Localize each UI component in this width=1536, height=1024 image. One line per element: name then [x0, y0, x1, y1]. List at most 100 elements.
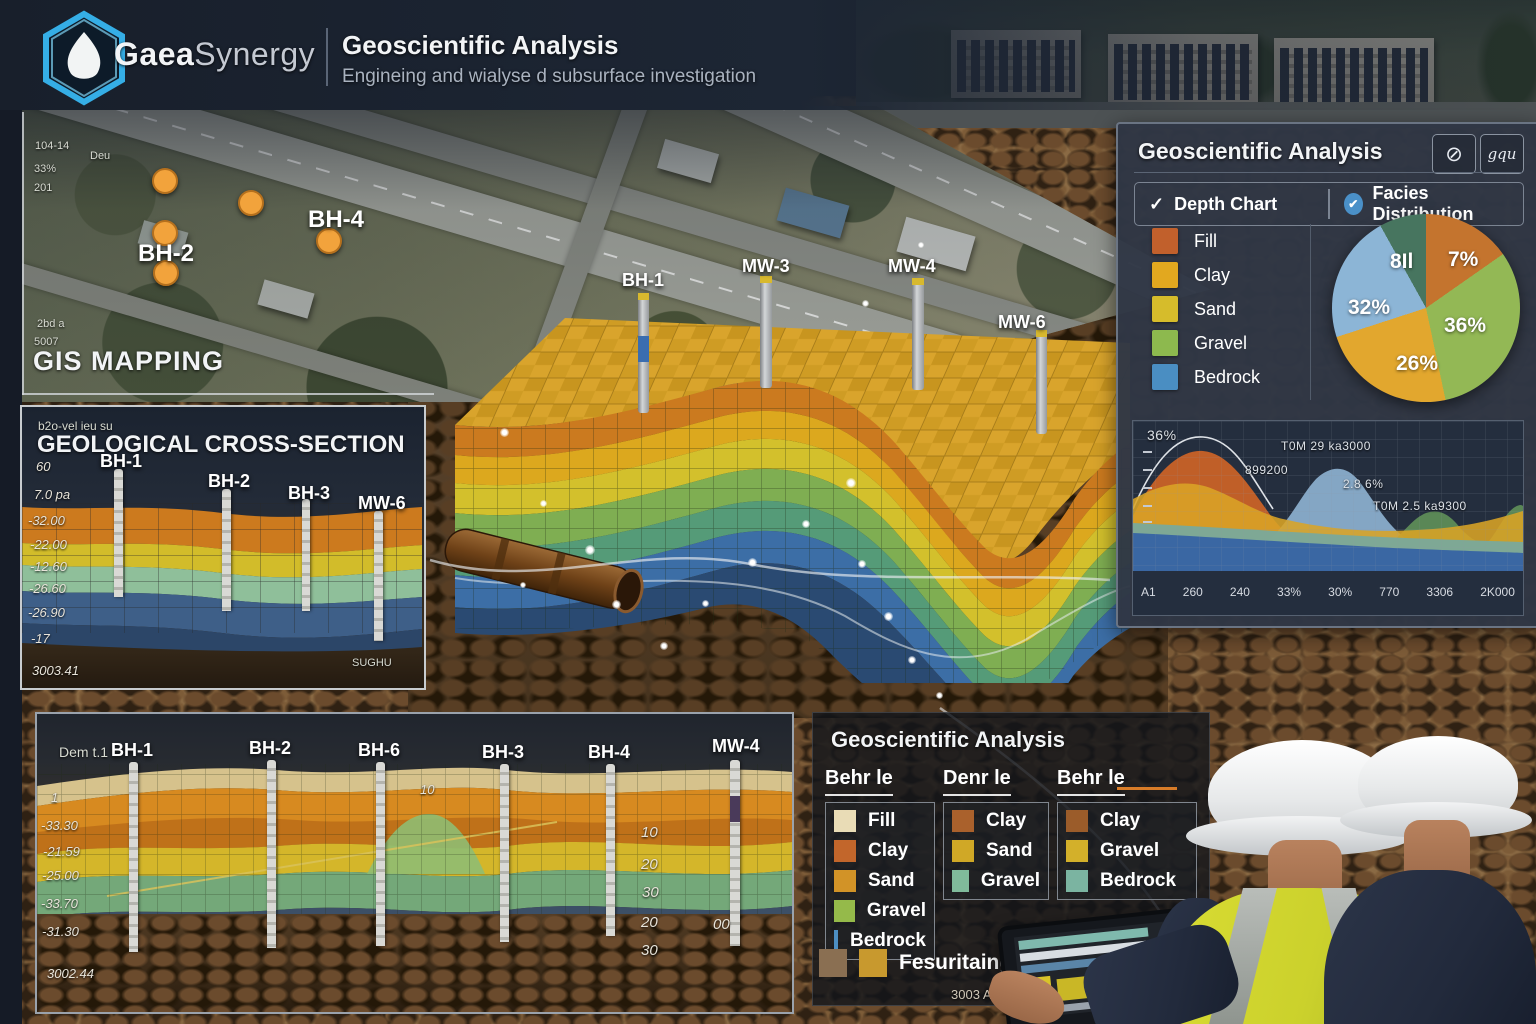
axis-label: -17 — [31, 631, 50, 646]
bottom-legend-panel: Geoscientific Analysis Behr le Fill Clay… — [812, 712, 1210, 1006]
axis-label: -26.90 — [28, 605, 65, 620]
x-tick: 3306 — [1426, 585, 1454, 599]
legend-label: Clay — [1194, 264, 1231, 285]
well-pillar — [606, 764, 615, 936]
legend-column-2: Denr le Clay Sand Gravel — [943, 767, 1049, 900]
map-frame-border — [22, 393, 434, 395]
legend-label: Sand — [986, 840, 1033, 861]
worker-right — [1324, 708, 1536, 1024]
legend-item-sand: Sand — [952, 840, 1040, 862]
gaeasynergy-logo-icon — [36, 10, 132, 106]
header-bar: GaeaSynergy Geoscientific Analysis Engin… — [0, 0, 1536, 110]
borehole-marker[interactable] — [152, 220, 178, 246]
divider — [1310, 224, 1311, 400]
column-header: Behr le — [1057, 767, 1125, 796]
well-label: BH-1 — [622, 270, 665, 290]
well-label: BH-4 — [588, 742, 631, 762]
signature-icon: gqu — [1487, 145, 1517, 163]
tab-label: Depth Chart — [1174, 193, 1278, 214]
well-pillar — [222, 489, 231, 611]
x-tick: A1 — [1141, 585, 1156, 599]
well-pillar-bh1 — [638, 293, 649, 413]
x-axis-labels: A1 260 240 33% 30% 770 3306 2K000 — [1141, 585, 1515, 599]
header-divider — [326, 28, 328, 86]
map-note: 201 — [34, 182, 53, 194]
chart-annotation: 899200 — [1245, 463, 1289, 477]
brand-primary: Gaea — [114, 36, 195, 72]
gravel-swatch — [834, 900, 855, 922]
borehole-marker[interactable] — [152, 168, 178, 194]
legend-item-fill: Fill — [834, 810, 926, 832]
buried-pipe — [444, 528, 644, 614]
sand-swatch — [1152, 296, 1178, 322]
clay-swatch — [834, 840, 856, 862]
borehole-marker[interactable] — [238, 190, 264, 216]
column-header: Denr le — [943, 767, 1011, 796]
bottom-cross-section-panel: Dem t.1 BH-1 BH-2 BH-6 BH-3 BH-4 MW-4 1 … — [35, 712, 794, 1014]
well-pillar — [114, 469, 123, 597]
depth-mark: 10 — [641, 824, 658, 841]
well-pillar-mw6 — [1036, 330, 1047, 434]
tab-divider — [1328, 189, 1330, 219]
brand-name: GaeaSynergy — [114, 36, 315, 73]
depth-area-chart: 36% T0M 29 ka3000 899200 2.8 6% T0M 2.5 … — [1132, 420, 1524, 616]
area-chart-canvas — [1132, 421, 1523, 581]
depth-mark: 00 — [713, 916, 730, 933]
brand-secondary: Synergy — [194, 36, 316, 72]
clay-swatch — [952, 810, 974, 832]
well-label: BH-1 — [100, 451, 143, 471]
legend-label: Fesuritaing — [899, 951, 1013, 974]
well-label: BH-6 — [358, 740, 401, 760]
panel-toolbar: ⊘ gqu — [1432, 134, 1524, 174]
axis-label: -33.70 — [41, 896, 78, 911]
page-subtitle: Engineing and wialyse d subsurface inves… — [342, 66, 757, 87]
geological-cross-section-panel: b2o-vel ieu su GEOLOGICAL CROSS-SECTION … — [20, 405, 426, 690]
legend-item-clay: Clay — [834, 840, 926, 862]
gravel-swatch — [952, 870, 969, 892]
legend-label: Fill — [868, 810, 896, 831]
well-label: MW-6 — [358, 493, 406, 513]
x-tick: 33% — [1277, 585, 1302, 599]
well-pillar — [129, 762, 138, 952]
map-note: 5007 — [34, 336, 59, 348]
pie-slice-label: 7% — [1448, 248, 1479, 271]
borehole-marker[interactable] — [153, 260, 179, 286]
well-label: BH-2 — [208, 471, 251, 491]
y-axis-ticks — [1143, 451, 1152, 523]
depth-mark: 10 — [420, 782, 435, 797]
panel-small-header: b2o-vel ieu su — [38, 419, 113, 433]
depth-mark: 20 — [641, 914, 658, 931]
signature-icon-button[interactable]: gqu — [1480, 134, 1524, 174]
legend-label: Bedrock — [1194, 366, 1261, 387]
compass-icon-button[interactable]: ⊘ — [1432, 134, 1476, 174]
borehole-marker[interactable] — [316, 228, 342, 254]
legend-label: Clay — [986, 810, 1027, 831]
bedrock-swatch — [1152, 364, 1178, 390]
panel-title: Geoscientific Analysis — [831, 727, 1065, 752]
well-label: BH-1 — [111, 740, 154, 760]
legend-label: Gravel — [1100, 840, 1160, 861]
tab-depth-chart[interactable]: ✓ Depth Chart — [1135, 183, 1328, 225]
well-label: MW-6 — [998, 312, 1046, 332]
map-note: 2bd a — [37, 318, 65, 330]
geoscientific-analysis-panel: Geoscientific Analysis ⊘ gqu ✓ Depth Cha… — [1116, 122, 1536, 628]
pie-slice-label: 8Il — [1390, 250, 1414, 273]
fill-swatch — [1152, 228, 1178, 254]
cross-section-title: GEOLOGICAL CROSS-SECTION — [37, 431, 405, 458]
legend-label: Sand — [868, 870, 915, 891]
frame-edge — [0, 96, 22, 1024]
legend-label: Gravel — [980, 870, 1040, 891]
pie-slice-label: 26% — [1396, 352, 1439, 375]
depth-mark: 30 — [642, 884, 659, 901]
facies-pie-chart: 8Il 7% 32% 36% 26% — [1332, 214, 1520, 402]
soil-swatch — [819, 949, 847, 977]
check-circle-icon: ✔ — [1344, 193, 1363, 215]
well-pillar-mw4 — [912, 278, 924, 390]
legend-item-clay: Clay — [952, 810, 1040, 832]
well-label: BH-3 — [482, 742, 525, 762]
legend-item-bedrock: Bedrock — [1066, 870, 1188, 892]
legend-item-sand: Sand — [1152, 296, 1236, 322]
axis-label: -22.00 — [30, 537, 67, 552]
marker-label: BH-4 — [308, 206, 365, 233]
